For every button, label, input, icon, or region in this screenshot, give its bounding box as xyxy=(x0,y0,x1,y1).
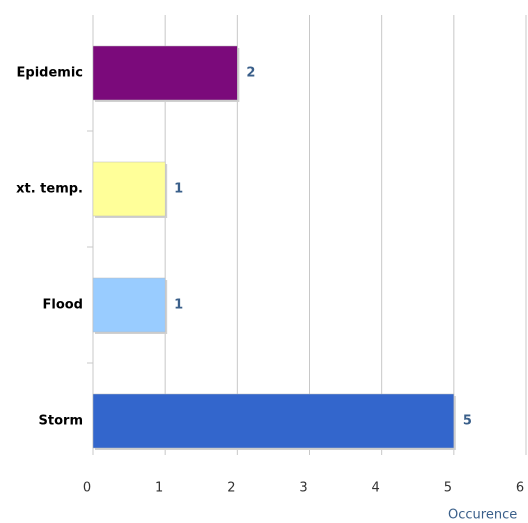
bar xyxy=(92,161,166,217)
x-tick-label: 5 xyxy=(444,481,452,496)
y-tick-label: xt. temp. xyxy=(16,182,83,197)
data-label: 5 xyxy=(463,414,472,429)
x-tick-label: 1 xyxy=(155,481,163,496)
x-tick-label: 2 xyxy=(227,481,235,496)
y-tick-label: Flood xyxy=(42,298,83,313)
x-tick-label: 3 xyxy=(299,481,307,496)
bar xyxy=(92,45,238,101)
y-tick-label: Storm xyxy=(39,414,83,429)
x-tick-label: 6 xyxy=(516,481,524,496)
x-tick-label: 0 xyxy=(83,481,91,496)
bar xyxy=(92,277,166,333)
x-tick-label: 4 xyxy=(372,481,380,496)
data-label: 2 xyxy=(246,66,255,81)
x-axis-title: Occurence xyxy=(448,508,517,523)
bar xyxy=(92,393,455,449)
data-label: 1 xyxy=(174,298,183,313)
y-tick-label: Epidemic xyxy=(17,66,83,81)
data-label: 1 xyxy=(174,182,183,197)
